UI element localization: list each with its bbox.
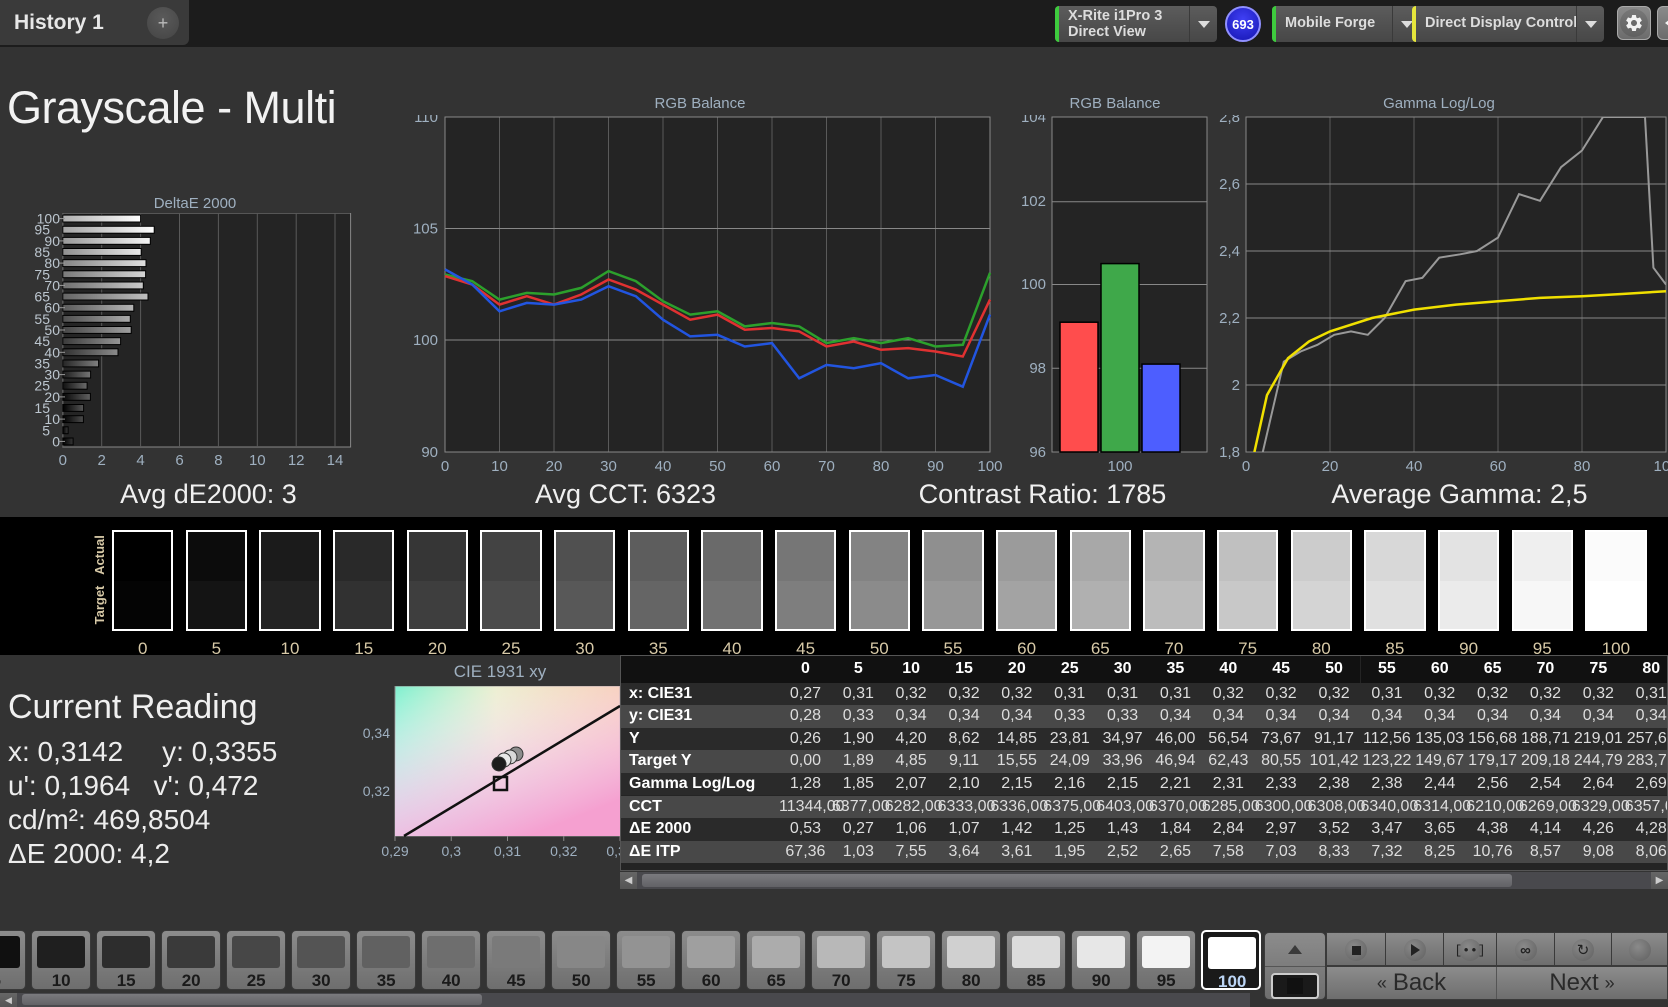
svg-text:60: 60 — [764, 458, 781, 473]
svg-text:0,34: 0,34 — [363, 725, 390, 741]
svg-text:0,3: 0,3 — [442, 843, 462, 859]
svg-text:0: 0 — [1242, 458, 1250, 473]
svg-text:0,29: 0,29 — [381, 843, 408, 859]
svg-text:0: 0 — [59, 452, 67, 465]
svg-text:96: 96 — [1029, 444, 1046, 461]
svg-text:0,32: 0,32 — [550, 843, 577, 859]
svg-text:100: 100 — [37, 213, 61, 227]
svg-text:50: 50 — [709, 458, 726, 473]
svg-text:100: 100 — [1021, 276, 1046, 293]
svg-text:100: 100 — [413, 332, 438, 349]
svg-text:10: 10 — [249, 452, 266, 465]
svg-text:60: 60 — [1490, 458, 1507, 473]
svg-text:100: 100 — [1107, 458, 1132, 473]
svg-text:70: 70 — [818, 458, 835, 473]
svg-text:110: 110 — [414, 115, 438, 126]
svg-text:100: 100 — [1653, 458, 1668, 473]
svg-text:0: 0 — [441, 458, 449, 473]
svg-text:20: 20 — [546, 458, 563, 473]
svg-text:102: 102 — [1021, 193, 1046, 210]
svg-text:2,2: 2,2 — [1219, 310, 1240, 327]
svg-text:10: 10 — [491, 458, 508, 473]
svg-text:80: 80 — [1574, 458, 1591, 473]
svg-text:80: 80 — [873, 458, 890, 473]
svg-text:30: 30 — [600, 458, 617, 473]
svg-text:0,31: 0,31 — [494, 843, 521, 859]
svg-text:8: 8 — [214, 452, 222, 465]
svg-text:0,32: 0,32 — [363, 783, 390, 799]
svg-text:6: 6 — [175, 452, 183, 465]
svg-text:105: 105 — [413, 221, 438, 238]
svg-text:40: 40 — [1406, 458, 1423, 473]
svg-text:90: 90 — [927, 458, 944, 473]
svg-text:2: 2 — [1232, 377, 1240, 394]
svg-text:2,8: 2,8 — [1219, 115, 1240, 126]
svg-text:20: 20 — [1322, 458, 1339, 473]
svg-text:12: 12 — [288, 452, 305, 465]
svg-text:98: 98 — [1029, 360, 1046, 377]
svg-text:1,8: 1,8 — [1219, 444, 1240, 461]
svg-text:100: 100 — [977, 458, 1002, 473]
svg-text:2,6: 2,6 — [1219, 176, 1240, 193]
svg-text:2: 2 — [98, 452, 106, 465]
svg-text:2,4: 2,4 — [1219, 243, 1240, 260]
svg-text:104: 104 — [1021, 115, 1046, 126]
svg-text:4: 4 — [136, 452, 144, 465]
svg-text:40: 40 — [655, 458, 672, 473]
svg-text:14: 14 — [327, 452, 344, 465]
svg-text:90: 90 — [421, 444, 438, 461]
